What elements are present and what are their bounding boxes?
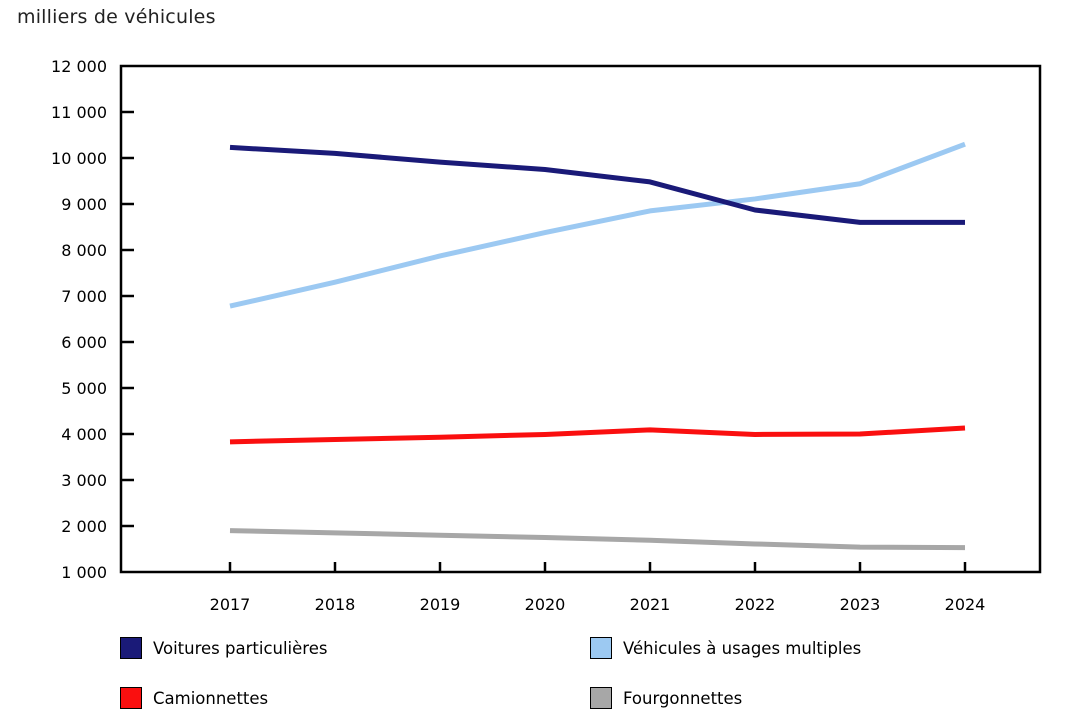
y-axis-tick-label: 12 000 [51,57,107,76]
plot-frame [119,64,1042,574]
legend-item-camionnettes: Camionnettes [120,687,268,709]
x-axis-tick-label: 2017 [210,595,251,614]
y-axis-tick-label: 3 000 [61,471,107,490]
y-axis-tick-label: 8 000 [61,241,107,260]
x-axis-tick-label: 2018 [315,595,356,614]
y-axis-tick-label: 6 000 [61,333,107,352]
legend-item-voitures-particulieres: Voitures particulières [120,637,327,659]
x-axis-tick-label: 2021 [630,595,671,614]
y-axis-tick-label: 2 000 [61,517,107,536]
series-line-1 [229,141,966,309]
series-line-3 [229,528,966,551]
legend-swatch-voitures-particulieres [120,637,142,659]
y-axis-tick-label: 5 000 [61,379,107,398]
legend-swatch-camionnettes [120,687,142,709]
legend-item-vehicules-usages-multiples: Véhicules à usages multiples [590,637,861,659]
legend-swatch-fourgonnettes [590,687,612,709]
chart-axis-unit-title: milliers de véhicules [17,6,216,28]
legend-label: Camionnettes [153,688,269,708]
legend-label: Véhicules à usages multiples [623,638,862,658]
x-axis-tick-label: 2023 [840,595,881,614]
x-axis-tick-label: 2022 [735,595,776,614]
x-axis-tick-label: 2019 [420,595,461,614]
y-axis-tick-label: 7 000 [61,287,107,306]
series-line-0 [229,144,965,225]
line-chart: 1 000 2 000 3 000 4 000 5 000 6 000 7 000 8 000… [51,57,1042,614]
x-axis-tick-label: 2024 [945,595,986,614]
y-axis-tick-label: 10 000 [51,149,107,168]
legend-label: Fourgonnettes [623,688,743,708]
y-axis-tick-label: 9 000 [61,195,107,214]
y-axis-tick-label: 4 000 [61,425,107,444]
y-axis-tick-label: 11 000 [51,103,107,122]
series-line-2 [229,425,966,445]
y-axis-tick-label: 1 000 [61,563,107,582]
legend-swatch-vehicules-usages-multiples [590,637,612,659]
x-axis-tick-label: 2020 [525,595,566,614]
legend-label: Voitures particulières [153,638,328,658]
legend-item-fourgonnettes: Fourgonnettes [590,687,742,709]
